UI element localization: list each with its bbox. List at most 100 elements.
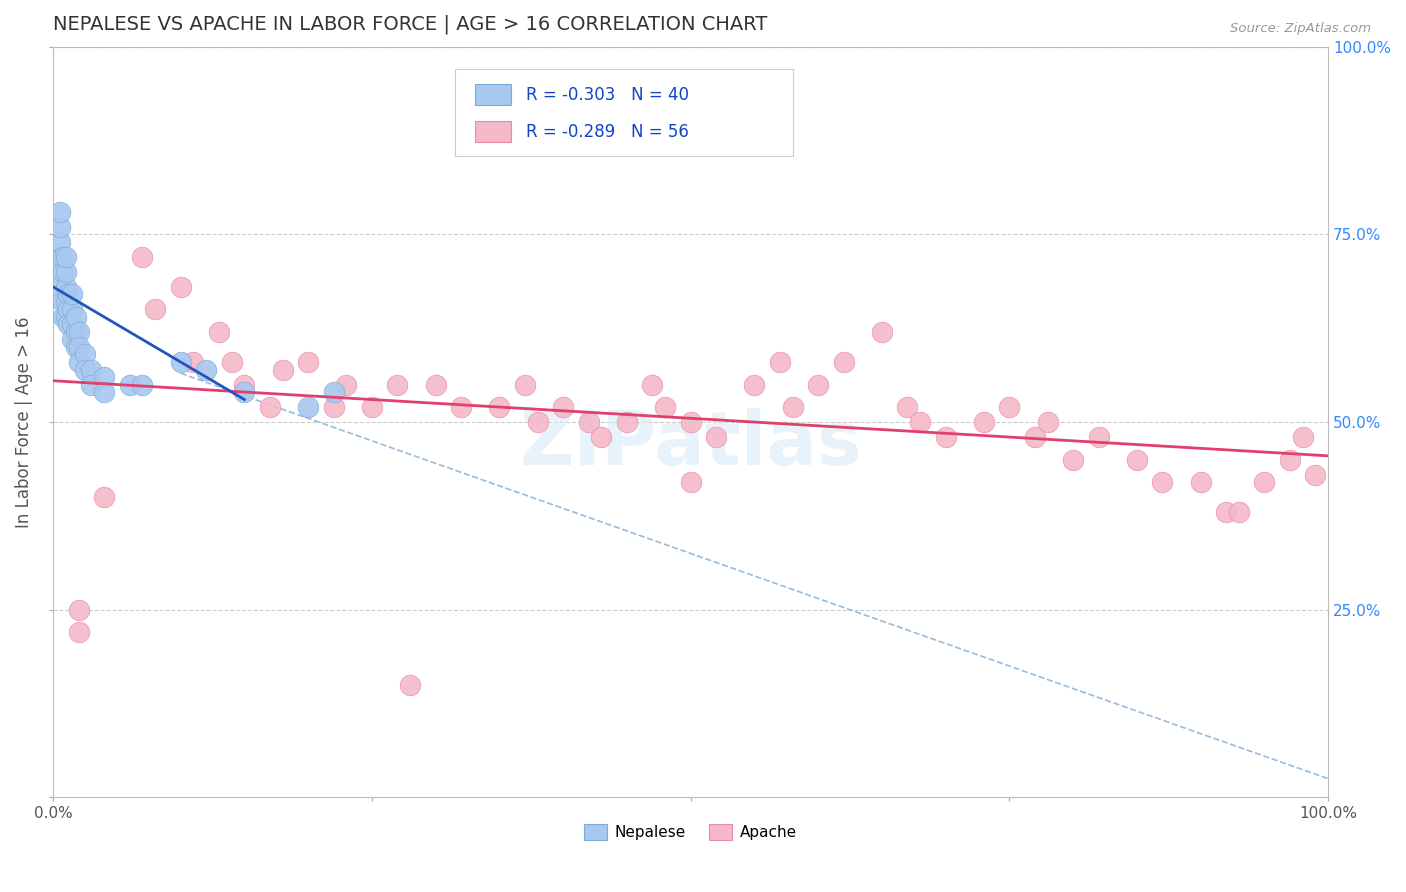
Point xyxy=(48,235,70,249)
Point xyxy=(591,430,613,444)
Point xyxy=(55,250,77,264)
Point xyxy=(259,400,281,414)
Point xyxy=(297,400,319,414)
Point xyxy=(271,362,294,376)
Point xyxy=(60,333,83,347)
Point xyxy=(67,355,90,369)
Point xyxy=(58,318,80,332)
Point xyxy=(335,377,357,392)
Point xyxy=(65,310,87,324)
Point xyxy=(1062,452,1084,467)
Text: R = -0.303   N = 40: R = -0.303 N = 40 xyxy=(526,86,689,103)
Point xyxy=(131,250,153,264)
Point xyxy=(52,310,75,324)
Point xyxy=(1278,452,1301,467)
Point xyxy=(67,625,90,640)
Point xyxy=(769,355,792,369)
Point xyxy=(361,400,384,414)
Point xyxy=(1227,505,1250,519)
Y-axis label: In Labor Force | Age > 16: In Labor Force | Age > 16 xyxy=(15,317,32,528)
Point xyxy=(488,400,510,414)
Point xyxy=(80,362,103,376)
Point xyxy=(973,415,995,429)
Point xyxy=(55,280,77,294)
Point xyxy=(998,400,1021,414)
Point xyxy=(654,400,676,414)
FancyBboxPatch shape xyxy=(454,70,793,155)
Point xyxy=(52,294,75,309)
Point xyxy=(93,490,115,504)
Text: ZIPatlas: ZIPatlas xyxy=(519,408,862,481)
Point xyxy=(641,377,664,392)
Point xyxy=(1253,475,1275,489)
Point xyxy=(67,603,90,617)
Point xyxy=(1189,475,1212,489)
Point xyxy=(73,347,96,361)
Point xyxy=(425,377,447,392)
FancyBboxPatch shape xyxy=(475,84,510,105)
Text: Source: ZipAtlas.com: Source: ZipAtlas.com xyxy=(1230,22,1371,36)
Point xyxy=(1126,452,1149,467)
Point xyxy=(221,355,243,369)
Point xyxy=(93,384,115,399)
Point xyxy=(208,325,231,339)
Point xyxy=(744,377,766,392)
Point xyxy=(870,325,893,339)
Point xyxy=(908,415,931,429)
Point xyxy=(60,318,83,332)
Point xyxy=(131,377,153,392)
Point xyxy=(896,400,918,414)
Point xyxy=(52,265,75,279)
Point xyxy=(52,250,75,264)
Point xyxy=(55,310,77,324)
Point xyxy=(832,355,855,369)
Point xyxy=(578,415,600,429)
Point xyxy=(1305,467,1327,482)
Point xyxy=(55,265,77,279)
Point xyxy=(233,377,256,392)
Point xyxy=(48,250,70,264)
Point xyxy=(450,400,472,414)
Point xyxy=(48,219,70,234)
Point xyxy=(679,475,702,489)
Point xyxy=(513,377,536,392)
Point xyxy=(233,384,256,399)
Point xyxy=(67,340,90,354)
Point xyxy=(387,377,409,392)
Point xyxy=(67,325,90,339)
Point xyxy=(704,430,727,444)
Point xyxy=(65,340,87,354)
Point xyxy=(526,415,548,429)
FancyBboxPatch shape xyxy=(475,121,510,142)
Point xyxy=(58,302,80,317)
Point xyxy=(60,287,83,301)
Point xyxy=(322,400,344,414)
Point xyxy=(93,370,115,384)
Point xyxy=(1024,430,1046,444)
Point xyxy=(553,400,575,414)
Point xyxy=(55,294,77,309)
Point xyxy=(297,355,319,369)
Point xyxy=(143,302,166,317)
Point xyxy=(169,355,191,369)
Text: NEPALESE VS APACHE IN LABOR FORCE | AGE > 16 CORRELATION CHART: NEPALESE VS APACHE IN LABOR FORCE | AGE … xyxy=(53,15,768,35)
Point xyxy=(807,377,830,392)
Point xyxy=(1087,430,1109,444)
Point xyxy=(60,302,83,317)
Point xyxy=(48,204,70,219)
Point xyxy=(1215,505,1237,519)
Point xyxy=(58,287,80,301)
Point xyxy=(935,430,957,444)
Point xyxy=(118,377,141,392)
Point xyxy=(1036,415,1059,429)
Point xyxy=(322,384,344,399)
Legend: Nepalese, Apache: Nepalese, Apache xyxy=(578,818,803,847)
Point xyxy=(48,280,70,294)
Text: R = -0.289   N = 56: R = -0.289 N = 56 xyxy=(526,122,689,141)
Point xyxy=(1291,430,1313,444)
Point xyxy=(65,325,87,339)
Point xyxy=(169,280,191,294)
Point xyxy=(80,377,103,392)
Point xyxy=(183,355,205,369)
Point xyxy=(679,415,702,429)
